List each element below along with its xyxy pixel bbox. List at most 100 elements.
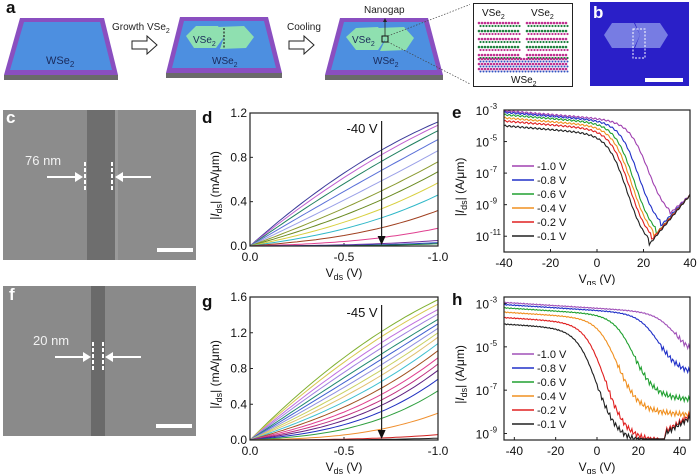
atom bbox=[498, 62, 502, 66]
atom bbox=[525, 53, 529, 57]
atom bbox=[528, 67, 532, 71]
atom bbox=[552, 67, 556, 71]
y-tick-label: 0.0 bbox=[230, 433, 247, 447]
atom bbox=[531, 67, 535, 71]
transfer-curve bbox=[503, 116, 691, 239]
atom bbox=[506, 32, 509, 36]
atom bbox=[543, 21, 547, 25]
atom bbox=[485, 60, 488, 63]
x-tick-label: -1.0 bbox=[428, 444, 449, 458]
atom bbox=[545, 32, 548, 36]
x-tick-label: -20 bbox=[547, 444, 565, 458]
atom bbox=[534, 53, 538, 57]
atom bbox=[485, 65, 488, 68]
atom bbox=[522, 62, 526, 66]
atom bbox=[540, 62, 544, 66]
atom bbox=[510, 53, 514, 57]
atom bbox=[485, 40, 488, 44]
atom bbox=[554, 40, 557, 44]
atom bbox=[509, 24, 512, 28]
y-tick-exponent: -7 bbox=[490, 165, 498, 174]
atom bbox=[534, 67, 538, 71]
atom bbox=[519, 62, 523, 66]
atom bbox=[543, 53, 547, 57]
atom bbox=[566, 40, 569, 44]
gap-markers bbox=[55, 342, 141, 372]
atom bbox=[491, 48, 494, 52]
atom bbox=[506, 48, 509, 52]
panel-d-output-chart: 0.0 -0.5 -1.0 0.0 0.4 0.8 1.2 -40 V Vds (V) |Ids|… bbox=[202, 106, 449, 282]
atom bbox=[510, 21, 514, 25]
atom bbox=[549, 67, 553, 71]
atom bbox=[551, 24, 554, 28]
atom bbox=[563, 40, 566, 44]
atom bbox=[552, 37, 556, 41]
atom bbox=[525, 29, 529, 33]
atom bbox=[522, 57, 526, 61]
atom bbox=[506, 40, 509, 44]
legend-label: -0.6 V bbox=[537, 189, 567, 201]
transfer-curve bbox=[503, 316, 691, 441]
atom bbox=[554, 60, 557, 63]
atom bbox=[546, 67, 550, 71]
output-curve bbox=[249, 124, 439, 247]
atom bbox=[501, 21, 505, 25]
atom bbox=[477, 57, 481, 61]
atom bbox=[488, 32, 491, 36]
atom bbox=[513, 67, 517, 71]
plot-frame bbox=[249, 112, 439, 247]
atom bbox=[540, 21, 544, 25]
atom bbox=[540, 53, 544, 57]
atom bbox=[534, 45, 538, 49]
y-tick-exponent: -3 bbox=[490, 296, 498, 305]
atom bbox=[534, 29, 538, 33]
atom bbox=[495, 62, 499, 66]
atom bbox=[500, 32, 503, 36]
atom bbox=[542, 70, 545, 73]
atom bbox=[548, 24, 551, 28]
atom bbox=[564, 45, 568, 49]
atom bbox=[555, 53, 559, 57]
y-tick-label: 10 bbox=[476, 298, 490, 312]
atom bbox=[558, 67, 562, 71]
panel-letter: e bbox=[452, 103, 461, 122]
atom bbox=[530, 65, 533, 68]
atom bbox=[494, 40, 497, 44]
atom bbox=[488, 48, 491, 52]
atom bbox=[483, 45, 487, 49]
arrow1-label: Growth VSe2 bbox=[112, 22, 170, 35]
atom bbox=[497, 70, 500, 73]
atom bbox=[533, 65, 536, 68]
atom bbox=[495, 29, 499, 33]
atom bbox=[552, 53, 556, 57]
atom bbox=[519, 67, 523, 71]
transfer-curve bbox=[503, 323, 691, 441]
y-tick-label: 10 bbox=[476, 428, 490, 442]
atom bbox=[486, 45, 490, 49]
x-tick-label: 0 bbox=[594, 256, 601, 270]
panel-c-sem-image: c 76 nm bbox=[3, 110, 196, 260]
atom bbox=[531, 62, 535, 66]
atom bbox=[537, 37, 541, 41]
atom bbox=[491, 60, 494, 63]
atom bbox=[528, 29, 532, 33]
legend-label: -0.8 V bbox=[537, 363, 567, 375]
atom bbox=[557, 48, 560, 52]
atom bbox=[558, 53, 562, 57]
atom bbox=[524, 65, 527, 68]
atom bbox=[560, 65, 563, 68]
atom bbox=[495, 53, 499, 57]
atom bbox=[510, 37, 514, 41]
transfer-curve bbox=[503, 303, 691, 375]
atom bbox=[563, 60, 566, 63]
output-curve bbox=[249, 350, 439, 441]
atom bbox=[497, 24, 500, 28]
atom bbox=[537, 29, 541, 33]
atom bbox=[480, 37, 484, 41]
y-tick-label: 0.0 bbox=[230, 239, 247, 253]
atom bbox=[488, 70, 491, 73]
atom bbox=[480, 67, 484, 71]
atom bbox=[506, 70, 509, 73]
panel-a-letter: a bbox=[6, 0, 16, 17]
